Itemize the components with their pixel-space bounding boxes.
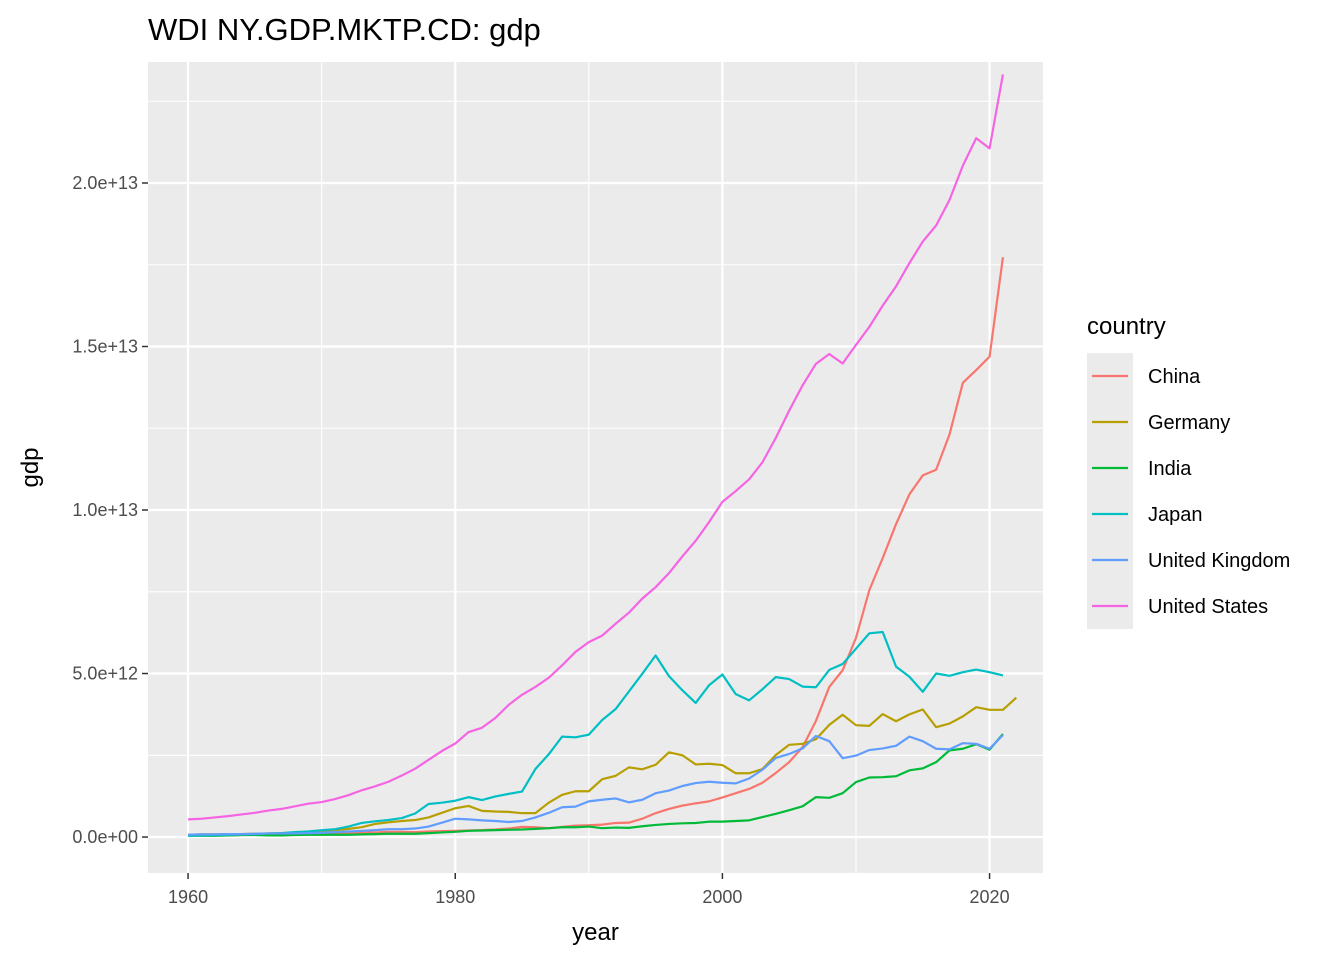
legend-items: China Germany India Japan United Kingdom Unit…: [1092, 366, 1290, 618]
x-tick-label: 1980: [435, 887, 475, 907]
legend-label-united-kingdom: United Kingdom: [1148, 550, 1290, 572]
y-axis-ticks: 0.0e+00 5.0e+12 1.0e+13 1.5e+13 2.0e+13: [72, 173, 148, 847]
x-tick-label: 1960: [168, 887, 208, 907]
x-axis-title: year: [572, 919, 619, 946]
y-tick-label: 1.5e+13: [72, 337, 138, 357]
y-tick-label: 1.0e+13: [72, 500, 138, 520]
y-axis-title: gdp: [17, 447, 44, 487]
legend-key-background: [1087, 353, 1133, 629]
legend-label-germany: Germany: [1148, 412, 1230, 434]
series-line-united-kingdom: [188, 734, 1004, 836]
y-tick-label: 2.0e+13: [72, 173, 138, 193]
legend: country China Germany India Japan United Kin…: [1087, 313, 1290, 629]
legend-title: country: [1087, 313, 1166, 340]
legend-label-japan: Japan: [1148, 504, 1203, 526]
legend-label-china: China: [1148, 366, 1201, 388]
x-tick-label: 2000: [702, 887, 742, 907]
legend-label-india: India: [1148, 458, 1192, 480]
y-tick-label: 0.0e+00: [72, 827, 138, 847]
series-line-india: [188, 733, 1004, 837]
x-axis-ticks: 1960 1980 2000 2020: [168, 873, 1010, 907]
x-tick-label: 2020: [970, 887, 1010, 907]
plot-panel: [148, 62, 1043, 873]
chart-title: WDI NY.GDP.MKTP.CD: gdp: [148, 12, 541, 47]
legend-label-united-states: United States: [1148, 596, 1268, 618]
series-lines: [188, 74, 1018, 837]
major-gridlines: [148, 62, 1043, 873]
series-line-japan: [188, 630, 1004, 837]
minor-gridlines: [148, 62, 1043, 873]
y-tick-label: 5.0e+12: [72, 664, 138, 684]
series-line-united-states: [188, 74, 1005, 821]
series-line-germany: [188, 696, 1018, 836]
